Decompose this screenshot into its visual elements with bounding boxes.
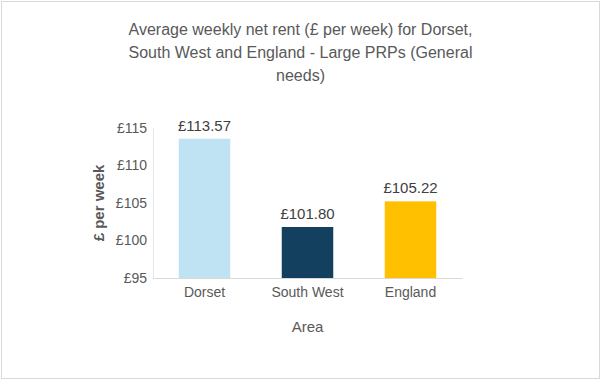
data-label: £105.22 — [383, 179, 437, 196]
x-axis: Dorset South West England — [154, 278, 463, 300]
y-tick: £100 — [116, 232, 153, 248]
bar — [282, 227, 334, 278]
y-tick-label: £105 — [116, 195, 147, 211]
x-axis-line — [154, 278, 463, 279]
y-tick: £115 — [117, 120, 153, 136]
chart-border — [2, 2, 600, 379]
y-tick-label: £115 — [117, 120, 147, 136]
x-tick: South West — [271, 278, 343, 300]
y-tick: £95 — [124, 270, 153, 286]
y-tick: £110 — [117, 157, 153, 173]
x-tick: England — [385, 278, 436, 300]
bar — [179, 139, 231, 278]
bars — [179, 139, 437, 278]
y-axis: £95 £100 £105 £110 £115 — [116, 120, 154, 286]
data-label: £113.57 — [178, 117, 231, 134]
x-tick: Dorset — [184, 278, 225, 300]
x-tick-label: England — [385, 284, 436, 300]
chart: Average weekly net rent (£ per week) for… — [0, 0, 601, 380]
x-axis-title: Area — [292, 318, 324, 335]
x-tick-label: Dorset — [184, 284, 225, 300]
bar — [385, 201, 437, 278]
title: Average weekly net rent (£ per week) for… — [129, 21, 473, 84]
y-axis-title: £ per week — [90, 164, 107, 241]
data-labels: £113.57 £101.80 £105.22 — [178, 117, 438, 222]
data-label: £101.80 — [280, 205, 334, 222]
y-axis-line — [153, 129, 154, 279]
x-tick-label: South West — [271, 284, 343, 300]
y-tick: £105 — [116, 195, 153, 211]
y-tick-label: £95 — [124, 270, 148, 286]
y-tick-label: £100 — [116, 232, 147, 248]
y-tick-label: £110 — [117, 157, 147, 173]
